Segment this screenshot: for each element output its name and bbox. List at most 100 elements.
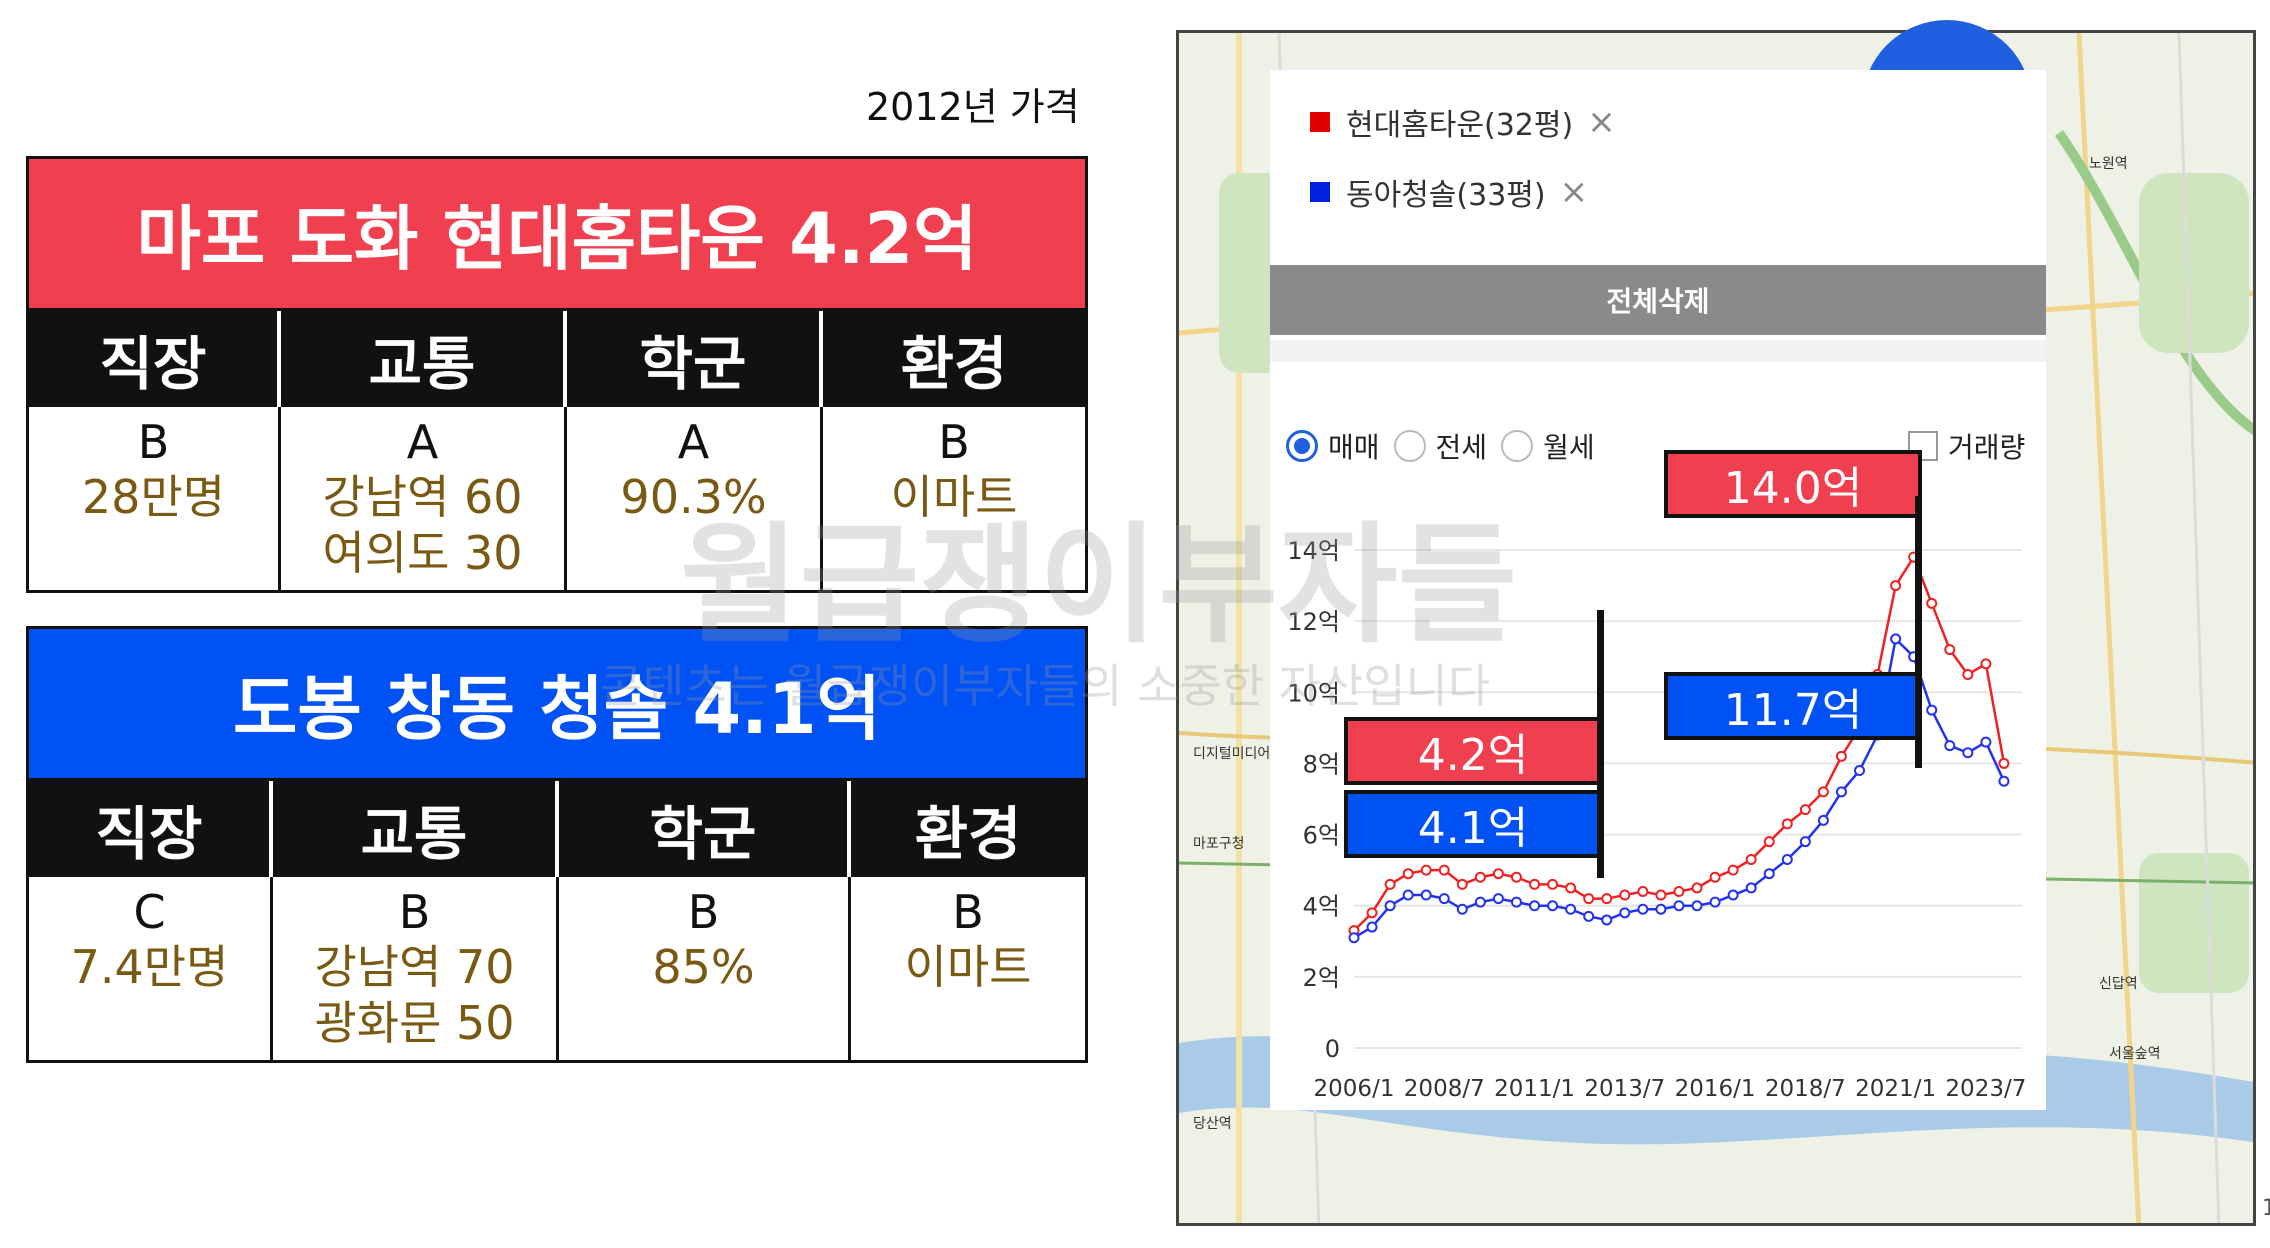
map-label: 디지털미디어 [1193, 746, 1271, 762]
legend-label: 현대홈타운(32평) [1346, 108, 1574, 143]
callout-blue-2012: 4.1억 [1344, 790, 1602, 858]
data-point [1854, 765, 1866, 777]
data-point [1492, 868, 1504, 880]
data-point [1709, 896, 1721, 908]
data-point [1420, 889, 1432, 901]
divider [1270, 340, 2046, 362]
radio-sale-label: 매매 [1328, 431, 1380, 464]
data-point [1366, 907, 1378, 919]
radio-jeonse-label: 전세 [1435, 431, 1488, 464]
x-tick-label: 2008/7 [1404, 1076, 1485, 1102]
value-transit: 강남역 60 [322, 470, 523, 524]
radio-sale[interactable] [1286, 430, 1318, 462]
property-card-cheongsol: 도봉 창동 청솔 4.1억 직장 교통 학군 환경 C 7.4만명 B 강남역 … [26, 626, 1088, 1063]
data-point [1456, 878, 1468, 890]
data-point [1474, 871, 1486, 883]
data-point [1745, 853, 1757, 865]
legend-swatch [1310, 112, 1330, 132]
data-point [1926, 704, 1938, 716]
x-tick-label: 2006/1 [1314, 1076, 1395, 1102]
page-number: 1 [2262, 1196, 2270, 1221]
map-label: 마포구청 [1193, 836, 1245, 852]
card-header-row: 직장 교통 학군 환경 [29, 311, 1085, 407]
data-point [1510, 896, 1522, 908]
data-point [1763, 868, 1775, 880]
data-point [1601, 914, 1613, 926]
value-transit-2: 여의도 30 [322, 526, 523, 580]
data-point [1890, 633, 1902, 645]
data-point [1691, 900, 1703, 912]
data-point [1944, 740, 1956, 752]
data-point [1673, 900, 1685, 912]
map-label: 서울숲역 [2109, 1046, 2161, 1062]
data-point [1980, 736, 1992, 748]
radio-monthly[interactable] [1501, 430, 1534, 462]
watermark: 월급쟁이부자들 [680, 509, 1518, 661]
radio-jeonse[interactable] [1393, 430, 1426, 462]
cell-school: A 90.3% [567, 407, 823, 590]
price-chart-panel: 현대홈타운(32평) × 동아청솔(33평) × 전체삭제 매매 전세 월세 거… [1270, 70, 2046, 1110]
data-point [1835, 750, 1847, 762]
property-card-hyundai: 마포 도화 현대홈타운 4.2억 직장 교통 학군 환경 B 28만명 A 강남… [26, 156, 1088, 593]
data-point [1438, 864, 1450, 876]
data-point [1709, 871, 1721, 883]
header-school: 학군 [559, 781, 851, 877]
card-title: 도봉 창동 청솔 4.1억 [29, 629, 1085, 781]
y-tick-label: 10억 [1287, 679, 1340, 707]
data-point [1637, 885, 1649, 897]
data-point [1962, 747, 1974, 759]
data-point [1547, 878, 1559, 890]
volume-label: 거래량 [1948, 431, 2026, 464]
data-point [1565, 903, 1577, 915]
data-point [1529, 878, 1541, 890]
legend-item-hyundai: 현대홈타운(32평) × [1310, 100, 1616, 144]
data-point [1799, 836, 1811, 848]
data-point [1619, 907, 1631, 919]
value-school: 90.3% [620, 470, 767, 524]
x-tick-label: 2021/1 [1855, 1076, 1936, 1102]
grade-transit: B [398, 885, 431, 939]
grade-school: A [677, 415, 710, 469]
value-environment: 이마트 [890, 470, 1018, 524]
data-point [1962, 669, 1974, 680]
data-point [1781, 853, 1793, 865]
close-icon[interactable]: × [1559, 172, 1589, 212]
price-caption: 2012년 가격 [866, 85, 1080, 129]
data-point [1637, 903, 1649, 915]
callout-red-2012: 4.2억 [1344, 717, 1602, 785]
legend-item-dongah: 동아청솔(33평) × [1310, 170, 1588, 214]
value-school: 85% [652, 940, 755, 994]
value-transit: 강남역 70 [314, 940, 515, 994]
trade-type-radios: 매매 전세 월세 [1272, 426, 1595, 466]
card-value-row: B 28만명 A 강남역 60 여의도 30 A 90.3% B 이마트 [29, 407, 1085, 590]
grade-job: B [137, 415, 170, 469]
header-transit: 교통 [273, 781, 559, 877]
close-icon[interactable]: × [1587, 102, 1616, 142]
grade-school: B [687, 885, 720, 939]
data-point [1583, 910, 1595, 922]
data-point [1745, 882, 1757, 894]
data-point [1673, 885, 1685, 897]
data-point [1474, 896, 1486, 908]
cell-environment: B 이마트 [823, 407, 1085, 590]
cell-transit: B 강남역 70 광화문 50 [273, 877, 559, 1060]
data-point [1998, 775, 2010, 787]
callout-blue-peak: 11.7억 [1664, 672, 1922, 740]
volume-checkbox[interactable] [1908, 431, 1938, 461]
data-point [1348, 932, 1360, 944]
volume-toggle: 거래량 [1908, 426, 2025, 466]
cell-environment: B 이마트 [851, 877, 1085, 1060]
header-environment: 환경 [914, 800, 1022, 868]
x-tick-label: 2011/1 [1494, 1076, 1575, 1102]
delete-all-button[interactable]: 전체삭제 [1270, 265, 2046, 335]
grade-transit: A [406, 415, 439, 469]
card-value-row: C 7.4만명 B 강남역 70 광화문 50 B 85% B 이마트 [29, 877, 1085, 1060]
y-tick-label: 2억 [1303, 964, 1340, 992]
data-point [1366, 921, 1378, 933]
watermark-sub: 콘텐츠는 월급쟁이부자들의 소중한 자산입니다 [600, 659, 1491, 713]
data-point [1926, 597, 1938, 609]
y-tick-label: 12억 [1287, 608, 1340, 636]
legend-label: 동아청솔(33평) [1346, 178, 1546, 213]
data-point [1438, 893, 1450, 905]
data-point [1835, 786, 1847, 798]
